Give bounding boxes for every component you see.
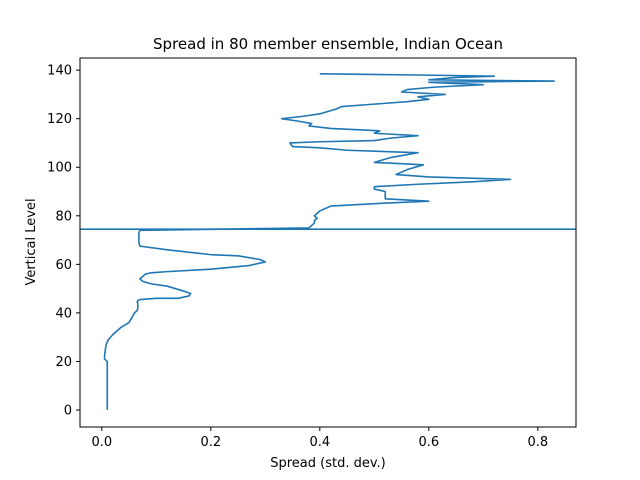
x-axis: 0.0 0.2 0.4 0.6 0.8	[91, 427, 548, 450]
y-tick-label: 60	[55, 258, 72, 273]
y-tick-label: 20	[55, 355, 72, 370]
y-axis: 0 20 40 60 80 100 120 140	[47, 64, 80, 419]
axes-frame	[79, 57, 577, 428]
y-tick-label: 140	[47, 64, 72, 79]
y-tick-label: 100	[47, 161, 72, 176]
y-tick-label: 80	[55, 209, 72, 224]
y-axis-label: Vertical Level	[24, 198, 39, 285]
chart-title: Spread in 80 member ensemble, Indian Oce…	[153, 35, 503, 53]
x-tick-label: 0.4	[309, 435, 330, 450]
y-tick-label: 120	[47, 112, 72, 127]
x-tick-label: 0.0	[91, 435, 112, 450]
x-tick-label: 0.2	[200, 435, 221, 450]
plot-area	[80, 72, 576, 411]
x-tick-label: 0.8	[528, 435, 549, 450]
y-tick-label: 40	[55, 306, 72, 321]
x-axis-label: Spread (std. dev.)	[270, 456, 386, 471]
x-tick-label: 0.6	[418, 435, 439, 450]
y-tick-label: 0	[64, 404, 72, 419]
spread-series-line-0	[103, 72, 556, 411]
